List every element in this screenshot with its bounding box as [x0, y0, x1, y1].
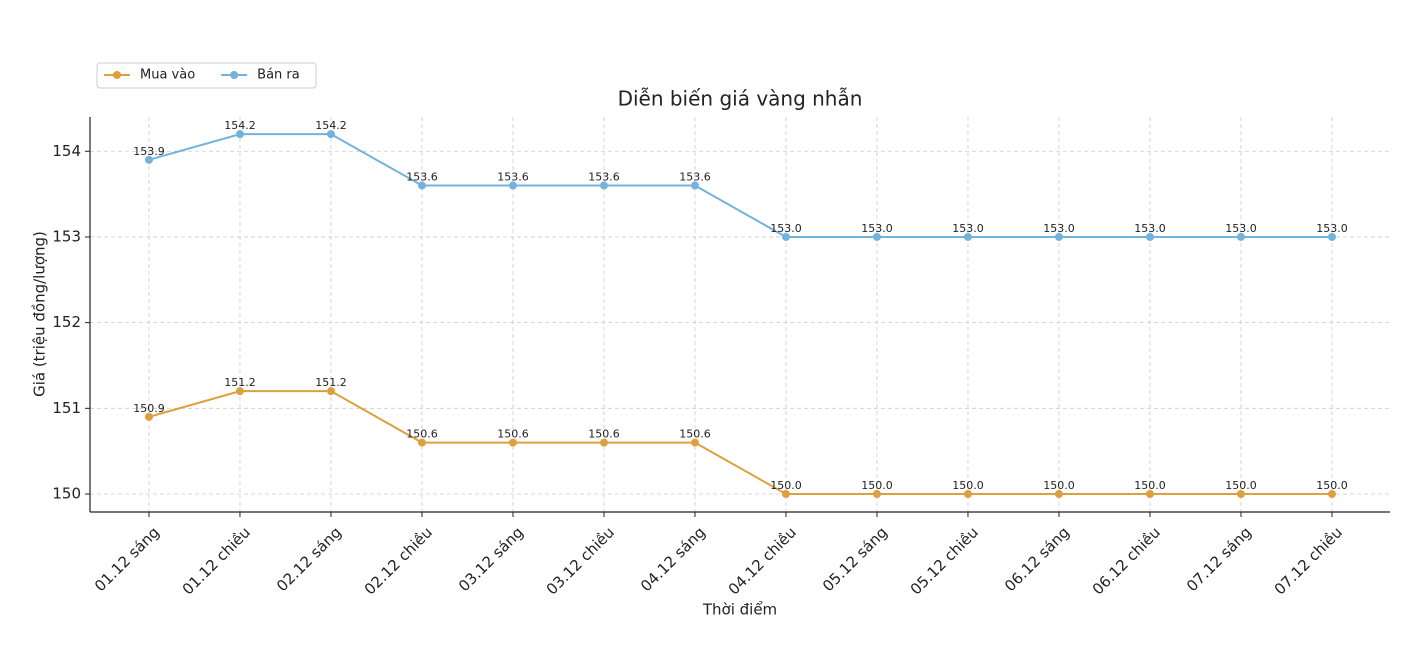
data-label: 150.6 — [588, 428, 620, 441]
data-label: 150.0 — [861, 479, 893, 492]
point — [599, 438, 608, 447]
data-label: 153.0 — [1043, 222, 1075, 235]
data-label: 150.0 — [770, 479, 802, 492]
x-tick-label: 05.12 sáng — [819, 523, 891, 595]
y-axis-label: Giá (triệu đồng/lượng) — [31, 231, 49, 397]
x-tick-label: 07.12 sáng — [1183, 523, 1255, 595]
point — [1145, 490, 1154, 499]
x-axis-label: Thời điểm — [702, 601, 777, 619]
data-label: 153.6 — [679, 171, 711, 184]
data-label: 150.0 — [952, 479, 984, 492]
point — [963, 490, 972, 499]
point — [144, 155, 153, 164]
point — [508, 438, 517, 447]
x-tick-label: 04.12 chiều — [725, 523, 800, 598]
point — [508, 181, 517, 190]
x-tick-label: 03.12 chiều — [543, 523, 618, 598]
data-label: 154.2 — [315, 119, 347, 132]
y-tick-label: 150 — [52, 485, 81, 503]
point — [690, 438, 699, 447]
point — [235, 387, 244, 396]
x-tick-label: 07.12 chiều — [1271, 523, 1346, 598]
data-label: 150.6 — [679, 428, 711, 441]
series-line — [148, 390, 1332, 496]
point — [1054, 490, 1063, 499]
data-label: 153.0 — [861, 222, 893, 235]
data-label: 154.2 — [224, 119, 256, 132]
data-label: 150.0 — [1043, 479, 1075, 492]
data-label: 153.6 — [406, 171, 438, 184]
data-label: 150.9 — [133, 402, 165, 415]
point — [1145, 232, 1154, 241]
point — [872, 232, 881, 241]
data-label: 151.2 — [224, 376, 256, 389]
x-tick-label: 05.12 chiều — [907, 523, 982, 598]
data-label: 153.6 — [497, 171, 529, 184]
legend-marker — [113, 71, 121, 79]
x-tick-label: 02.12 chiều — [361, 523, 436, 598]
point — [1327, 232, 1336, 241]
legend-box — [96, 62, 317, 89]
x-tick-label: 03.12 sáng — [455, 523, 527, 595]
point — [1236, 232, 1245, 241]
data-label: 153.9 — [133, 145, 165, 158]
series-line — [148, 133, 1332, 238]
legend-label: Mua vào — [140, 68, 195, 83]
data-label: 150.0 — [1134, 479, 1166, 492]
chart-title: Diễn biến giá vàng nhẫn — [618, 87, 863, 111]
x-tick-label: 06.12 chiều — [1089, 523, 1164, 598]
point — [1236, 490, 1245, 499]
point — [1327, 490, 1336, 499]
y-tick-label: 154 — [52, 142, 81, 160]
point — [326, 387, 335, 396]
point — [417, 438, 426, 447]
point — [963, 232, 972, 241]
point — [1054, 232, 1063, 241]
x-tick-label: 02.12 sáng — [273, 523, 345, 595]
legend-marker — [230, 71, 239, 79]
x-tick-label: 01.12 sáng — [91, 523, 163, 595]
data-label: 150.6 — [406, 428, 438, 441]
point — [235, 130, 244, 139]
point — [326, 130, 335, 139]
data-label: 153.0 — [770, 222, 802, 235]
legend-label: Bán ra — [257, 68, 300, 83]
point — [599, 181, 608, 190]
data-label: 150.0 — [1225, 479, 1257, 492]
data-label: 151.2 — [315, 376, 347, 389]
point — [872, 490, 881, 499]
data-label: 153.0 — [1225, 222, 1257, 235]
point — [781, 232, 790, 241]
data-label: 150.6 — [497, 428, 529, 441]
y-tick-label: 153 — [52, 227, 81, 245]
data-label: 150.0 — [1316, 479, 1348, 492]
x-tick-label: 01.12 chiều — [179, 523, 254, 598]
point — [781, 490, 790, 499]
data-label: 153.0 — [952, 222, 984, 235]
x-tick-label: 06.12 sáng — [1001, 523, 1073, 595]
data-label: 153.0 — [1316, 222, 1348, 235]
data-label: 153.6 — [588, 171, 620, 184]
y-tick-label: 152 — [52, 313, 81, 331]
data-label: 153.0 — [1134, 222, 1166, 235]
point — [144, 412, 153, 421]
point — [417, 181, 426, 190]
point — [690, 181, 699, 190]
x-tick-label: 04.12 sáng — [637, 523, 709, 595]
y-tick-label: 151 — [52, 399, 81, 417]
